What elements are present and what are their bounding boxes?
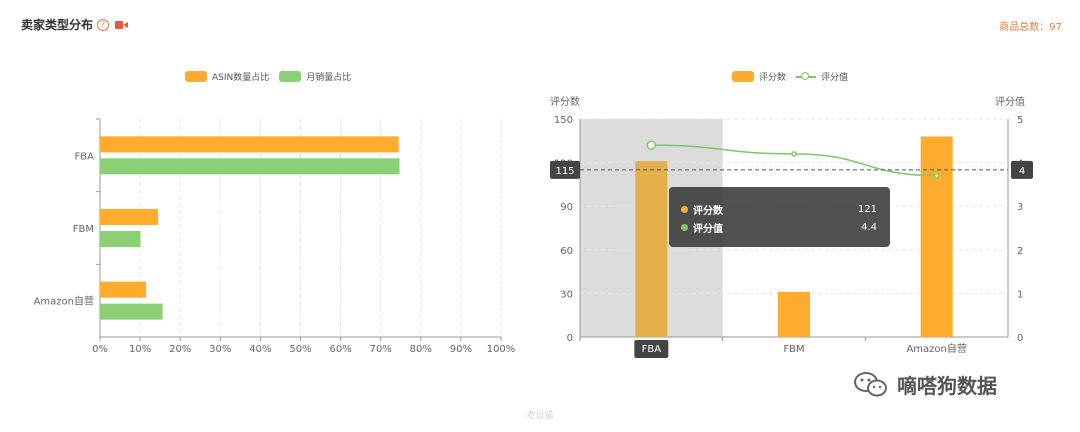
crosshair-left-label: 115 xyxy=(555,166,574,177)
x-category-highlight-box xyxy=(634,340,669,358)
y-left-tick-label: 30 xyxy=(560,289,573,300)
y-right-tick-label: 5 xyxy=(1017,115,1023,126)
legend-line-swatch xyxy=(796,71,817,82)
y-right-axis-title: 评分值 xyxy=(995,95,1025,108)
panel-header: 卖家类型分布 ? xyxy=(21,16,129,33)
footer-text: 老鼠猫 xyxy=(526,411,554,421)
watermark: 嘀嗒狗数据 xyxy=(853,370,997,399)
left-chart-legend: ASIN数量占比 月销量占比 xyxy=(185,70,361,83)
x-tick-label: 0% xyxy=(92,344,108,355)
bar xyxy=(100,281,147,298)
tooltip-value-rating-count: 121 xyxy=(857,204,877,215)
y-left-tick-label: 0 xyxy=(567,333,573,344)
bar xyxy=(100,158,400,175)
y-right-tick-label: 0 xyxy=(1017,333,1023,344)
bar xyxy=(100,231,141,247)
legend-swatch-orange-2 xyxy=(732,71,754,82)
x-category-label: Amazon自营 xyxy=(906,342,966,355)
watermark-text: 嘀嗒狗数据 xyxy=(897,374,997,398)
chart-tooltip: 评分数 121 评分值 4.4 xyxy=(669,187,890,247)
x-category-label: FBM xyxy=(783,344,804,355)
panel-title: 卖家类型分布 xyxy=(21,18,94,32)
crosshair-left-box xyxy=(550,160,580,179)
wechat-icon xyxy=(853,371,889,399)
tooltip-dot-green xyxy=(681,224,688,231)
bar xyxy=(778,291,810,337)
tooltip-label-rating-value: 评分值 xyxy=(693,224,723,235)
bar xyxy=(920,136,953,337)
x-tick-label: 90% xyxy=(450,344,472,355)
total-count: 商品总数：97 xyxy=(999,22,1062,33)
tooltip-row-rating-count: 评分数 121 xyxy=(681,202,877,217)
x-tick-label: 50% xyxy=(289,344,311,355)
x-tick-label: 20% xyxy=(169,344,191,355)
legend-item-rating-count[interactable]: 评分数 xyxy=(732,70,786,83)
y-left-tick-label: 90 xyxy=(560,202,573,213)
tooltip-row-rating-value: 评分值 4.4 xyxy=(681,220,877,235)
question-circle-icon[interactable]: ? xyxy=(97,18,110,31)
y-right-tick-label: 2 xyxy=(1017,246,1023,257)
y-right-tick-label: 1 xyxy=(1017,289,1023,300)
x-tick-label: 70% xyxy=(370,344,392,355)
line-point xyxy=(646,140,657,150)
legend-label-asin: ASIN数量占比 xyxy=(212,73,270,83)
legend-swatch-green xyxy=(279,71,302,82)
x-category-label: FBA xyxy=(642,344,662,355)
crosshair-right-box xyxy=(1011,160,1033,179)
tooltip-value-rating-value: 4.4 xyxy=(861,222,877,233)
y-left-tick-label: 60 xyxy=(560,246,573,257)
legend-item-sales[interactable]: 月销量占比 xyxy=(279,70,351,83)
legend-label-rating-value: 评分值 xyxy=(821,73,849,83)
y-category-label: FBA xyxy=(75,151,95,162)
bar xyxy=(100,136,399,153)
right-chart-legend: 评分数 评分值 xyxy=(732,70,858,83)
y-right-tick-label: 3 xyxy=(1017,202,1023,213)
y-left-axis-title: 评分数 xyxy=(550,95,580,108)
legend-item-asin[interactable]: ASIN数量占比 xyxy=(185,70,269,83)
line-point xyxy=(933,172,940,179)
x-tick-label: 40% xyxy=(249,344,271,355)
x-tick-label: 60% xyxy=(329,344,351,355)
bar xyxy=(100,303,163,320)
x-tick-label: 10% xyxy=(129,344,151,355)
legend-label-rating-count: 评分数 xyxy=(759,73,787,83)
line-point xyxy=(791,151,797,157)
tooltip-dot-orange xyxy=(681,206,688,213)
legend-label-sales: 月销量占比 xyxy=(306,73,352,83)
bar xyxy=(635,161,668,337)
x-tick-label: 80% xyxy=(410,344,432,355)
x-tick-label: 100% xyxy=(487,344,516,355)
video-camera-icon[interactable] xyxy=(115,20,129,30)
y-category-label: FBM xyxy=(73,224,94,235)
tooltip-label-rating-count: 评分数 xyxy=(693,206,723,217)
legend-item-rating-value[interactable]: 评分值 xyxy=(796,70,848,83)
y-left-tick-label: 150 xyxy=(554,115,573,126)
x-tick-label: 30% xyxy=(209,344,231,355)
crosshair-right-label: 4 xyxy=(1019,166,1025,177)
y-category-label: Amazon自营 xyxy=(34,295,94,308)
bar xyxy=(100,209,159,225)
legend-swatch-orange xyxy=(185,71,207,82)
